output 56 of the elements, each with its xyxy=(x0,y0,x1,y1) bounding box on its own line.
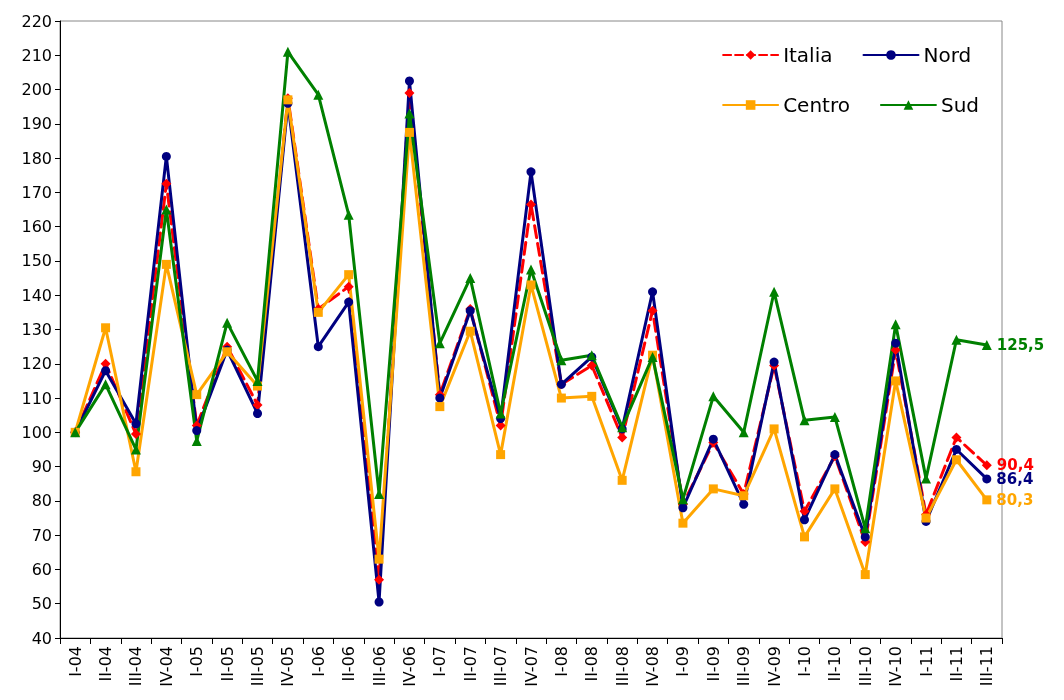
legend-label: Nord xyxy=(923,43,972,67)
x-tick-label: IV-09 xyxy=(764,646,784,687)
x-tick-label: III-08 xyxy=(612,646,632,687)
x-tick-label: IV-08 xyxy=(643,646,663,687)
y-tick-label: 120 xyxy=(21,354,52,374)
y-tick-label: 100 xyxy=(21,422,52,442)
y-tick-label: 130 xyxy=(21,320,52,339)
y-tick-label: 200 xyxy=(21,80,52,100)
x-tick-label: IV-04 xyxy=(156,646,176,687)
x-tick-label: IV-10 xyxy=(886,646,906,687)
y-tick-label: 110 xyxy=(21,388,52,408)
y-tick-label: 70 xyxy=(31,525,52,545)
legend-label: Centro xyxy=(783,93,850,117)
y-tick-label: 210 xyxy=(21,45,52,65)
x-tick-label: II-08 xyxy=(582,646,602,682)
y-tick-label: 60 xyxy=(31,559,52,579)
x-tick-label: II-10 xyxy=(825,646,845,682)
x-tick-label: III-10 xyxy=(855,646,875,687)
x-tick-label: III-04 xyxy=(126,646,146,687)
y-tick-label: 140 xyxy=(21,285,52,305)
x-tick-label: IV-06 xyxy=(399,646,419,687)
x-tick-label: III-09 xyxy=(734,646,754,687)
x-tick-label: I-05 xyxy=(187,646,207,677)
x-tick-label: I-08 xyxy=(551,646,571,677)
y-tick-label: 190 xyxy=(21,114,52,134)
x-tick-label: III-07 xyxy=(491,646,511,687)
x-tick-label: IV-05 xyxy=(278,646,298,687)
y-tick-label: 40 xyxy=(31,628,52,648)
x-tick-label: II-06 xyxy=(339,646,359,682)
y-tick-label: 170 xyxy=(21,182,52,202)
x-tick-label: III-06 xyxy=(369,646,389,687)
data-label: 125,5 xyxy=(996,335,1045,354)
y-tick-label: 220 xyxy=(21,11,52,31)
x-tick-label: IV-07 xyxy=(521,646,541,687)
y-tick-label: 150 xyxy=(21,251,52,271)
x-tick-label: I-11 xyxy=(916,646,936,677)
y-tick-label: 90 xyxy=(31,457,52,477)
x-tick-label: III-05 xyxy=(248,646,268,687)
y-tick-label: 80 xyxy=(31,491,52,511)
x-tick-label: I-09 xyxy=(673,646,693,677)
y-tick-label: 180 xyxy=(21,148,52,168)
x-tick-label: II-07 xyxy=(460,646,480,682)
x-tick-label: I-06 xyxy=(308,646,328,677)
x-tick-label: I-04 xyxy=(65,646,85,677)
x-tick-label: III-11 xyxy=(977,646,997,687)
legend-label: Sud xyxy=(940,93,980,117)
y-tick-label: 50 xyxy=(31,594,52,614)
x-tick-label: II-09 xyxy=(703,646,723,682)
x-tick-label: II-11 xyxy=(946,646,966,682)
y-tick-label: 160 xyxy=(21,217,52,237)
data-label: 80,3 xyxy=(996,490,1034,509)
x-tick-label: I-07 xyxy=(430,646,450,677)
legend-label: Italia xyxy=(783,43,833,67)
x-tick-label: I-10 xyxy=(794,646,814,677)
x-tick-label: II-04 xyxy=(96,646,116,682)
x-tick-label: II-05 xyxy=(217,646,237,682)
